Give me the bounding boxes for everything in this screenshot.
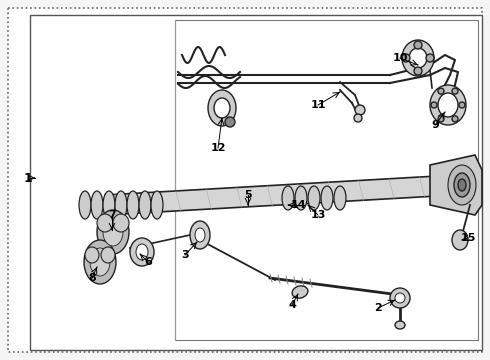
Ellipse shape <box>151 191 163 219</box>
Ellipse shape <box>84 240 116 284</box>
Ellipse shape <box>208 90 236 126</box>
Ellipse shape <box>103 191 115 219</box>
Ellipse shape <box>91 191 103 219</box>
Ellipse shape <box>354 114 362 122</box>
Ellipse shape <box>452 230 468 250</box>
Ellipse shape <box>85 247 99 263</box>
Polygon shape <box>105 175 455 215</box>
Text: 2: 2 <box>374 303 382 313</box>
Text: 15: 15 <box>460 233 476 243</box>
Ellipse shape <box>390 288 410 308</box>
Ellipse shape <box>97 214 113 232</box>
Ellipse shape <box>459 102 465 108</box>
Ellipse shape <box>395 293 405 303</box>
Ellipse shape <box>127 191 139 219</box>
Ellipse shape <box>115 191 127 219</box>
Ellipse shape <box>409 48 427 68</box>
Text: 8: 8 <box>88 273 96 283</box>
Ellipse shape <box>448 165 476 205</box>
Ellipse shape <box>113 214 129 232</box>
Ellipse shape <box>458 179 466 191</box>
Text: 3: 3 <box>181 250 189 260</box>
Ellipse shape <box>101 247 115 263</box>
Ellipse shape <box>195 228 205 242</box>
Ellipse shape <box>402 40 434 76</box>
Text: 4: 4 <box>288 300 296 310</box>
Ellipse shape <box>402 54 410 62</box>
Text: 1: 1 <box>24 171 32 185</box>
Text: 13: 13 <box>310 210 326 220</box>
Text: 5: 5 <box>244 190 252 200</box>
Ellipse shape <box>452 116 458 122</box>
Ellipse shape <box>414 67 422 75</box>
Ellipse shape <box>426 54 434 62</box>
Ellipse shape <box>438 116 444 122</box>
Ellipse shape <box>90 248 110 276</box>
Ellipse shape <box>225 117 235 127</box>
Text: 10: 10 <box>392 53 408 63</box>
Polygon shape <box>430 155 482 215</box>
Ellipse shape <box>355 105 365 115</box>
Ellipse shape <box>395 321 405 329</box>
Ellipse shape <box>308 186 320 210</box>
Ellipse shape <box>321 186 333 210</box>
Ellipse shape <box>103 218 123 246</box>
Ellipse shape <box>214 98 230 118</box>
Ellipse shape <box>414 41 422 49</box>
Ellipse shape <box>130 238 154 266</box>
Text: 7: 7 <box>108 210 116 220</box>
Ellipse shape <box>452 88 458 94</box>
Ellipse shape <box>282 186 294 210</box>
Ellipse shape <box>97 210 129 254</box>
Text: 14: 14 <box>290 200 306 210</box>
Ellipse shape <box>139 191 151 219</box>
Ellipse shape <box>79 191 91 219</box>
Text: 12: 12 <box>210 143 226 153</box>
Ellipse shape <box>334 186 346 210</box>
Ellipse shape <box>295 186 307 210</box>
Text: 11: 11 <box>310 100 326 110</box>
Ellipse shape <box>430 85 466 125</box>
Ellipse shape <box>431 102 437 108</box>
Text: 6: 6 <box>144 257 152 267</box>
Polygon shape <box>175 20 478 340</box>
Ellipse shape <box>292 286 308 298</box>
Ellipse shape <box>438 88 444 94</box>
Text: 9: 9 <box>431 120 439 130</box>
Ellipse shape <box>438 93 458 117</box>
Ellipse shape <box>136 244 148 260</box>
Ellipse shape <box>454 173 470 197</box>
Ellipse shape <box>190 221 210 249</box>
